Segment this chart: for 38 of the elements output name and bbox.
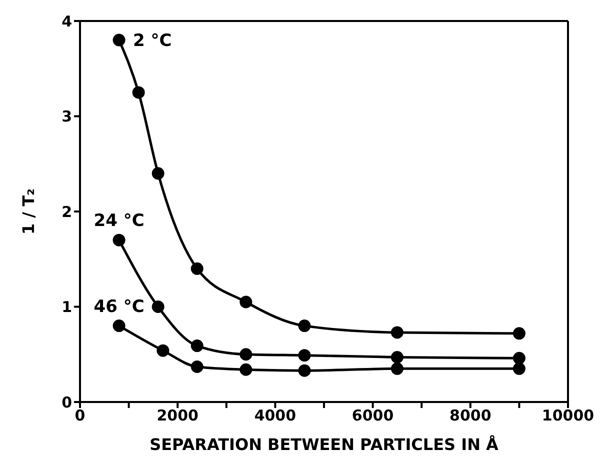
point — [156, 344, 170, 357]
x-tick-label: 6000 — [352, 406, 394, 425]
series-label: 46 °C — [94, 296, 144, 317]
point — [112, 34, 126, 46]
point — [512, 362, 526, 375]
point — [512, 352, 526, 364]
y-tick-label: 1 — [62, 298, 72, 316]
x-tick-label: 0 — [74, 406, 86, 425]
point — [190, 262, 204, 275]
point — [240, 363, 252, 376]
point — [512, 327, 526, 340]
y-axis-title: 1 / T₂ — [19, 188, 38, 235]
x-tick-label: 10000 — [542, 406, 594, 425]
point — [112, 234, 126, 246]
point — [152, 167, 164, 180]
x-tick-label: 4000 — [254, 406, 296, 425]
point — [190, 340, 204, 352]
x-tick-label: 8000 — [450, 406, 492, 425]
x-tick-label: 2000 — [156, 406, 198, 425]
point — [298, 320, 311, 332]
y-tick-label: 2 — [62, 202, 72, 221]
point — [112, 320, 126, 332]
point — [298, 349, 311, 362]
point — [132, 86, 145, 99]
point — [240, 348, 252, 361]
point — [190, 360, 204, 374]
point — [240, 296, 252, 308]
point — [298, 364, 311, 377]
x-axis-title: SEPARATION BETWEEN PARTICLES IN Å — [150, 435, 500, 454]
series-label: 24 °C — [94, 211, 144, 232]
y-tick-label: 3 — [62, 108, 72, 126]
y-tick-label: 0 — [62, 393, 72, 412]
point — [390, 326, 404, 339]
point — [390, 350, 404, 364]
point — [152, 300, 164, 313]
point — [390, 362, 404, 375]
y-tick-label: 4 — [62, 12, 72, 30]
series-label: 2 °C — [133, 31, 172, 52]
